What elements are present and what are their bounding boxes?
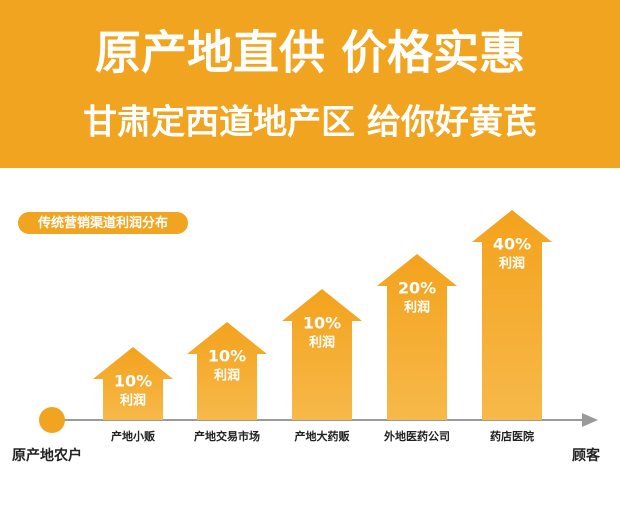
subtitle: 甘肃定西道地产区 给你好黄芪 [83,103,537,143]
profit-percent: 10% [208,347,246,366]
start-label: 原产地农户 [12,447,82,464]
profit-percent: 10% [303,314,341,333]
profit-word: 利润 [309,335,335,351]
stage-name: 产地交易市场 [194,429,260,443]
profit-word: 利润 [404,300,430,316]
profit-word: 利润 [499,256,525,272]
title: 原产地直供 价格实惠 [95,26,525,80]
profit-word: 利润 [214,368,240,384]
profit-word: 利润 [120,393,146,409]
section-pill [18,212,188,234]
stage-name: 产地大药贩 [295,429,351,443]
arrow [472,210,552,420]
banner [0,0,620,168]
profit-percent: 10% [114,372,152,391]
stage-name: 外地医药公司 [383,429,450,443]
profit-percent: 20% [398,279,436,298]
start-dot [39,407,65,433]
arrow [377,254,457,420]
arrow [93,347,173,420]
stage-name: 药店医院 [490,429,534,443]
profit-percent: 40% [493,235,531,254]
timeline-head [582,413,598,427]
section-label: 传统营销渠道利润分布 [37,215,168,231]
end-label: 顾客 [572,447,601,464]
stage-name: 产地小贩 [111,429,156,443]
arrow [282,289,362,420]
arrow [187,322,267,420]
